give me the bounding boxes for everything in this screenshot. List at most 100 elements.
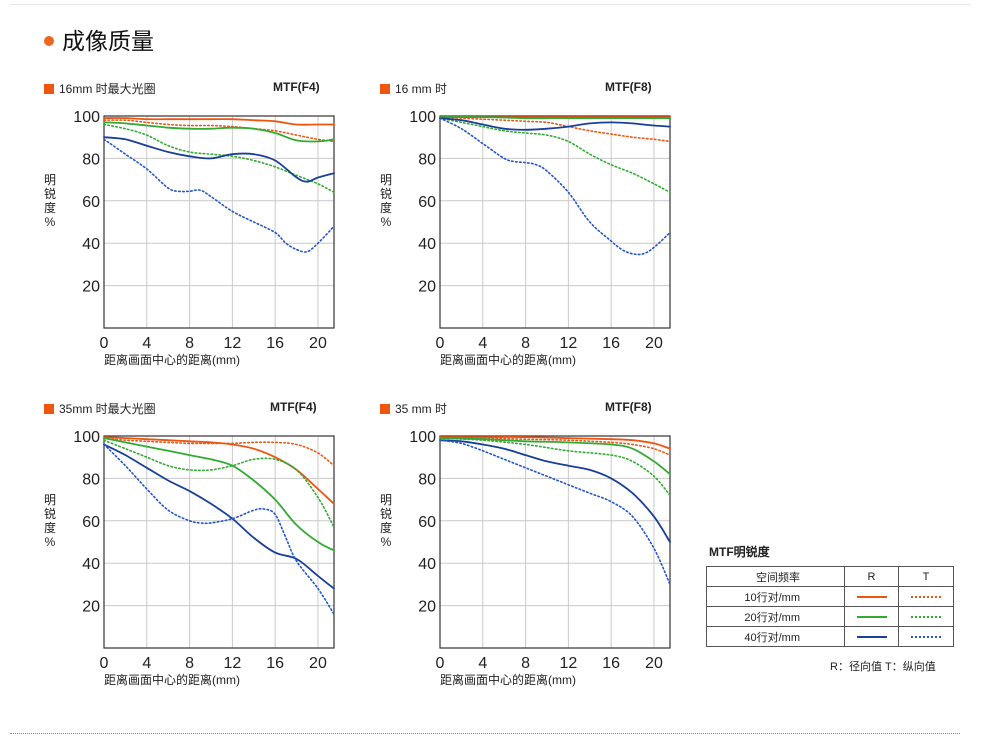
x-axis-label: 距离画面中心的距离(mm): [104, 352, 240, 367]
y-tick-label: 60: [82, 514, 100, 531]
panel-marker: [380, 404, 390, 414]
series-line-r-20: [439, 437, 671, 476]
y-axis-label: 度: [380, 520, 392, 535]
y-axis-label: 锐: [380, 507, 392, 521]
legend-cell-t: [898, 626, 954, 647]
y-axis-label: 明: [44, 493, 56, 507]
y-axis-label: 锐: [380, 187, 392, 201]
y-tick-label: 40: [82, 556, 100, 573]
y-tick-label: 100: [409, 109, 436, 126]
panel-title: 35 mm 时: [395, 402, 448, 416]
title-bullet-icon: [44, 35, 54, 46]
x-tick-label: 0: [100, 655, 109, 672]
panel-aperture: MTF(F8): [605, 400, 652, 414]
plot-frame: [103, 435, 335, 649]
panel-marker: [44, 404, 54, 414]
x-tick-label: 16: [602, 655, 620, 672]
panel-aperture: MTF(F4): [270, 400, 317, 414]
y-tick-label: 40: [418, 236, 436, 253]
series-line-t-20: [103, 123, 335, 194]
series-line-r-20: [103, 437, 335, 552]
series-line-t-40: [439, 117, 671, 256]
y-tick-label: 20: [82, 599, 100, 616]
legend-row: 40行对/mm: [706, 626, 954, 647]
x-tick-label: 8: [521, 655, 530, 672]
chart-panel-16mm-f4: 16mm 时最大光圈 MTF(F4) 0 4 8 12 16 20 100 80 60 40 20 距…: [44, 78, 344, 378]
x-tick-label: 12: [559, 335, 577, 352]
y-axis-label: %: [45, 535, 56, 549]
mtf-chart-16mm-f8: 0 4 8 12 16 20 100 80 60 40 20 距离画面中心的距离(mm) 明锐度%: [380, 109, 671, 367]
series-line-t-40: [103, 443, 335, 615]
plot-frame: [439, 435, 671, 649]
x-axis-label: 距离画面中心的距离(mm): [440, 672, 576, 687]
legend-cell-r: [844, 586, 899, 607]
panel-title: 35mm 时最大光圈: [59, 402, 156, 416]
series-line-r-10: [103, 117, 335, 126]
x-tick-label: 0: [436, 335, 445, 352]
series-line-t-10: [439, 436, 671, 456]
y-tick-label: 100: [73, 429, 100, 446]
legend-solid-line-icon: [856, 615, 887, 618]
legend-row-label: 20行对/mm: [706, 606, 845, 627]
x-tick-label: 8: [185, 335, 194, 352]
chart-panel-35mm-f4: 35mm 时最大光圈 MTF(F4) 0 4 8 12 16 20 100 80 60 40 20 距…: [44, 398, 344, 698]
y-tick-label: 80: [418, 471, 436, 488]
series-line-r-20: [439, 116, 671, 120]
x-tick-label: 16: [602, 335, 620, 352]
y-tick-label: 60: [418, 194, 436, 211]
x-tick-label: 0: [100, 335, 109, 352]
bottom-divider: [10, 733, 960, 734]
x-tick-label: 4: [142, 655, 151, 672]
y-axis-label: 锐: [44, 187, 56, 201]
legend-row: 20行对/mm: [706, 606, 954, 627]
y-tick-label: 20: [418, 599, 436, 616]
legend-row-label: 10行对/mm: [706, 586, 845, 607]
legend-cell-t: [898, 606, 954, 627]
y-axis-label: 明: [380, 173, 392, 187]
series-line-r-20: [103, 121, 335, 143]
legend-cell-r: [844, 606, 899, 627]
legend-row-label: 40行对/mm: [706, 626, 845, 647]
legend-cell-t: [898, 586, 954, 607]
legend-header-r: R: [844, 566, 899, 587]
y-tick-label: 80: [418, 151, 436, 168]
y-axis-label: 度: [44, 200, 56, 215]
y-axis-label: 锐: [44, 507, 56, 521]
panel-title: 16mm 时最大光圈: [59, 82, 156, 96]
mtf-chart-35mm-f8: 0 4 8 12 16 20 100 80 60 40 20 距离画面中心的距离(mm) 明锐度%: [380, 429, 671, 687]
legend-solid-line-icon: [856, 595, 887, 598]
x-tick-label: 12: [223, 655, 241, 672]
legend-dotted-line-icon: [911, 615, 941, 618]
y-tick-label: 80: [82, 471, 100, 488]
series-line-t-40: [439, 439, 671, 586]
series-line-t-20: [439, 117, 671, 194]
y-tick-label: 100: [73, 109, 100, 126]
y-axis-label: %: [45, 215, 56, 229]
mtf-chart-16mm-f4: 0 4 8 12 16 20 100 80 60 40 20 距离画面中心的距离(mm) 明锐度%: [44, 109, 335, 367]
x-tick-label: 0: [436, 655, 445, 672]
x-tick-label: 4: [142, 335, 151, 352]
y-axis-label: 度: [380, 200, 392, 215]
x-tick-label: 12: [559, 655, 577, 672]
series-line-t-20: [103, 439, 335, 528]
x-axis-label: 距离画面中心的距离(mm): [440, 352, 576, 367]
panel-aperture: MTF(F8): [605, 80, 652, 94]
legend-header-row: 空间频率 R T: [706, 566, 954, 587]
y-tick-label: 60: [418, 514, 436, 531]
series-line-t-40: [103, 138, 335, 253]
legend-solid-line-icon: [856, 635, 887, 638]
legend-dotted-line-icon: [911, 595, 941, 598]
series-line-r-10: [439, 436, 671, 450]
x-tick-label: 4: [478, 655, 487, 672]
x-tick-label: 16: [266, 335, 284, 352]
chart-panel-16mm-f8: 16 mm 时 MTF(F8) 0 4 8 12 16 20 100 80 60 40 20 距离画面…: [380, 78, 680, 378]
legend-row: 10行对/mm: [706, 586, 954, 607]
legend-header-frequency: 空间频率: [706, 566, 845, 587]
series-line-t-20: [439, 437, 671, 497]
x-tick-label: 4: [478, 335, 487, 352]
x-tick-label: 20: [309, 335, 327, 352]
y-axis-label: 明: [380, 493, 392, 507]
top-divider: [10, 4, 970, 5]
series-line-r-40: [439, 117, 671, 131]
x-tick-label: 12: [223, 335, 241, 352]
